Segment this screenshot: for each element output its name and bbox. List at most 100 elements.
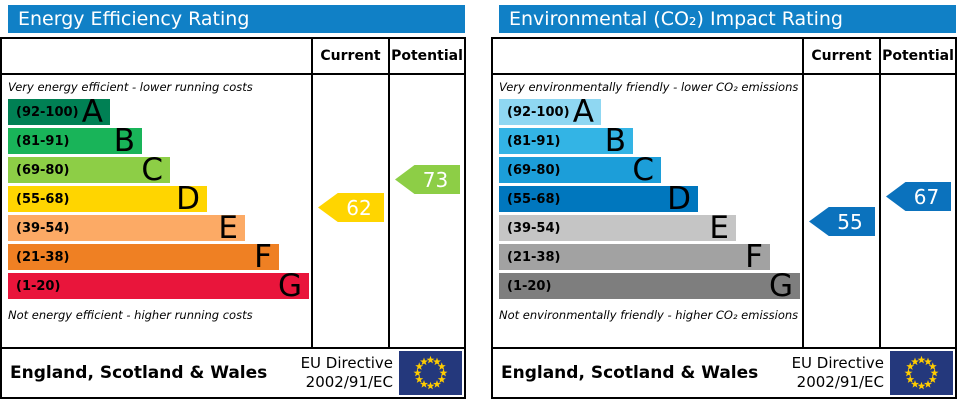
band-bar-g: (1-20) G (8, 268, 309, 304)
potential-rating-value: 73 (422, 167, 449, 192)
band-bar-e: (39-54) E (499, 210, 736, 246)
band-row-e: (39-54) E (493, 210, 802, 246)
eu-directive-line2: 2002/91/EC (796, 373, 884, 391)
table-body-row: Very environmentally friendly - lower CO… (493, 75, 955, 349)
column-header-potential: Potential (388, 39, 464, 73)
band-letter: G (768, 268, 793, 304)
current-column-cell: 55 (802, 75, 879, 347)
eu-flag-icon (890, 351, 953, 395)
band-letter: D (176, 181, 200, 217)
environmental-impact-panel: Environmental (CO₂) Impact Rating Curren… (491, 0, 957, 404)
rating-table: Current Potential Very environmentally f… (491, 37, 957, 399)
band-letter: B (113, 123, 135, 159)
chart-column-header (493, 39, 802, 73)
band-range-label: (92-100) (16, 104, 79, 120)
chart-column-header (2, 39, 311, 73)
band-row-c: (69-80) C (493, 152, 802, 188)
eu-directive-line1: EU Directive (300, 354, 393, 373)
bands-chart-cell: Very energy efficient - lower running co… (2, 75, 311, 347)
band-row-c: (69-80) C (2, 152, 311, 188)
band-row-b: (81-91) B (2, 123, 311, 159)
column-header-potential: Potential (879, 39, 955, 73)
band-letter: E (709, 210, 729, 246)
band-row-g: (1-20) G (2, 268, 311, 304)
band-row-f: (21-38) F (2, 239, 311, 275)
current-rating-arrow: 62 (318, 193, 384, 222)
eu-flag-icon (399, 351, 462, 395)
band-row-d: (55-68) D (493, 181, 802, 217)
band-letter: E (218, 210, 238, 246)
band-range-label: (69-80) (16, 162, 70, 178)
potential-rating-arrow: 67 (886, 182, 951, 211)
band-row-d: (55-68) D (2, 181, 311, 217)
band-letter: F (254, 239, 272, 275)
band-bar-a: (92-100) A (8, 94, 110, 130)
band-row-a: (92-100) A (2, 94, 311, 130)
table-footer-row: England, Scotland & Wales EU Directive 2… (2, 349, 464, 397)
band-letter: G (277, 268, 302, 304)
band-bar-b: (81-91) B (499, 123, 633, 159)
band-bar-e: (39-54) E (8, 210, 245, 246)
rating-bands: (92-100) A (81-91) B (69-80) C (55-68) D (39… (493, 94, 802, 304)
band-row-g: (1-20) G (493, 268, 802, 304)
panel-title: Environmental (CO₂) Impact Rating (499, 5, 956, 33)
band-range-label: (81-91) (16, 133, 70, 149)
table-header-row: Current Potential (2, 39, 464, 75)
panel-title: Energy Efficiency Rating (8, 5, 465, 33)
eu-directive-text: EU Directive 2002/91/EC (792, 354, 884, 392)
energy-efficiency-panel: Energy Efficiency Rating Current Potenti… (0, 0, 466, 404)
table-body-row: Very energy efficient - lower running co… (2, 75, 464, 349)
footer-region-label: England, Scotland & Wales (10, 363, 268, 383)
band-bar-b: (81-91) B (8, 123, 142, 159)
band-letter: C (632, 152, 654, 188)
band-row-e: (39-54) E (2, 210, 311, 246)
band-row-f: (21-38) F (493, 239, 802, 275)
band-letter: B (604, 123, 626, 159)
rating-bands: (92-100) A (81-91) B (69-80) C (55-68) D (39… (2, 94, 311, 304)
band-bar-c: (69-80) C (8, 152, 170, 188)
band-range-label: (21-38) (507, 249, 561, 265)
band-bar-g: (1-20) G (499, 268, 800, 304)
band-letter: D (667, 181, 691, 217)
band-range-label: (92-100) (507, 104, 570, 120)
current-rating-value: 55 (837, 209, 863, 234)
band-range-label: (55-68) (507, 191, 561, 207)
caption-bottom: Not energy efficient - higher running co… (8, 308, 253, 322)
current-rating-value: 62 (346, 195, 372, 220)
eu-directive-line2: 2002/91/EC (305, 373, 393, 391)
band-row-b: (81-91) B (493, 123, 802, 159)
band-range-label: (1-20) (16, 278, 61, 294)
band-bar-d: (55-68) D (8, 181, 207, 217)
caption-top: Very environmentally friendly - lower CO… (499, 80, 799, 94)
column-header-current: Current (311, 39, 388, 73)
band-range-label: (1-20) (507, 278, 552, 294)
band-bar-c: (69-80) C (499, 152, 661, 188)
band-letter: A (572, 94, 594, 130)
potential-column-cell: 73 (388, 75, 464, 347)
band-bar-d: (55-68) D (499, 181, 698, 217)
footer-region-label: England, Scotland & Wales (501, 363, 759, 383)
bands-chart-cell: Very environmentally friendly - lower CO… (493, 75, 802, 347)
band-letter: F (745, 239, 763, 275)
eu-directive-text: EU Directive 2002/91/EC (301, 354, 393, 392)
table-header-row: Current Potential (493, 39, 955, 75)
potential-column-cell: 67 (879, 75, 955, 347)
potential-rating-value: 67 (913, 184, 940, 209)
current-rating-arrow: 55 (809, 207, 875, 236)
table-footer-row: England, Scotland & Wales EU Directive 2… (493, 349, 955, 397)
band-range-label: (81-91) (507, 133, 561, 149)
potential-rating-arrow: 73 (395, 165, 460, 194)
band-row-a: (92-100) A (493, 94, 802, 130)
band-bar-a: (92-100) A (499, 94, 601, 130)
band-range-label: (21-38) (16, 249, 70, 265)
band-bar-f: (21-38) F (499, 239, 770, 275)
band-bar-f: (21-38) F (8, 239, 279, 275)
band-letter: A (81, 94, 103, 130)
band-range-label: (39-54) (507, 220, 561, 236)
band-range-label: (69-80) (507, 162, 561, 178)
caption-top: Very energy efficient - lower running co… (8, 80, 253, 94)
band-range-label: (39-54) (16, 220, 70, 236)
band-letter: C (141, 152, 163, 188)
eu-directive-line1: EU Directive (791, 354, 884, 373)
band-range-label: (55-68) (16, 191, 70, 207)
